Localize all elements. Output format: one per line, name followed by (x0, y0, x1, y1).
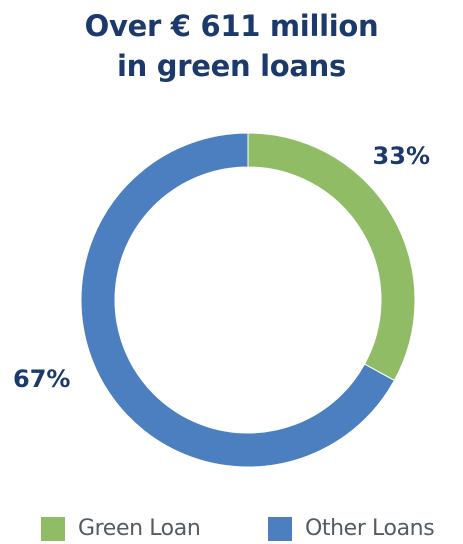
chart-title: Over € 611 million in green loans (0, 6, 463, 86)
chart-title-line-2: in green loans (117, 49, 346, 83)
legend-swatch-green-loan (41, 516, 65, 541)
chart-legend: Green Loan Other Loans (0, 516, 463, 544)
chart-title-line-1: Over € 611 million (84, 9, 379, 43)
slice-green-loan (247, 132, 416, 382)
data-label-other-loans: 67% (13, 365, 70, 393)
legend-item-green-loan: Green Loan (41, 516, 201, 541)
data-label-green-loan: 33% (373, 142, 430, 170)
legend-swatch-other-loans (268, 516, 292, 541)
legend-label-other-loans: Other Loans (305, 516, 435, 541)
legend-label-green-loan: Green Loan (78, 516, 201, 541)
slice-other-loans (80, 132, 396, 468)
legend-item-other-loans: Other Loans (268, 516, 435, 541)
